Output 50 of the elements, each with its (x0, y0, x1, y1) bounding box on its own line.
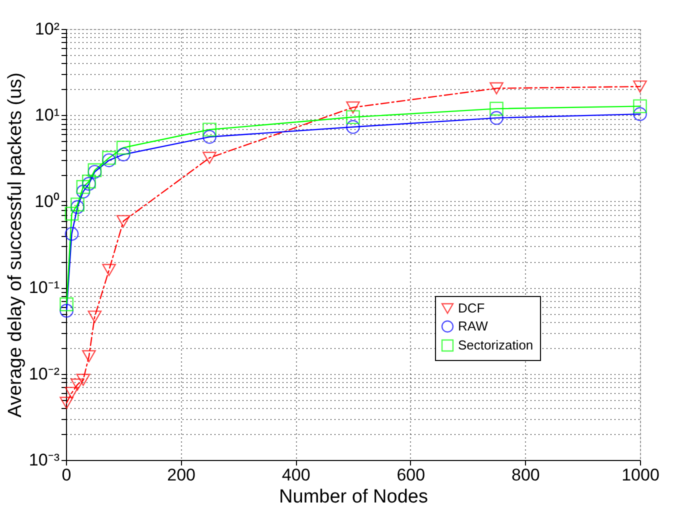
point (116, 140, 130, 155)
y-tick-label: 10¹ (34, 106, 60, 125)
y-axis-title: Average delay of successful packets (us) (4, 72, 26, 418)
point (76, 180, 90, 194)
point (82, 174, 96, 188)
point (82, 176, 96, 191)
point (633, 80, 647, 93)
point (202, 122, 216, 137)
point (116, 148, 130, 162)
point (490, 102, 504, 116)
point (102, 150, 116, 165)
legend-label: Sectorization (458, 338, 534, 352)
point (64, 226, 79, 241)
point (202, 130, 216, 144)
point (490, 111, 504, 125)
point (633, 107, 647, 122)
point (102, 264, 116, 276)
x-tick-label: 0 (62, 466, 72, 484)
legend-label: DCF (458, 300, 485, 316)
point (64, 206, 79, 221)
x-tick-label: 600 (396, 466, 426, 484)
y-tick-label: 10⁻² (28, 364, 60, 384)
point (346, 110, 360, 124)
point (82, 350, 96, 362)
point (60, 304, 74, 318)
point (346, 101, 360, 114)
x-tick-label: 800 (512, 466, 540, 484)
point (346, 120, 360, 134)
x-axis-title: Number of Nodes (279, 486, 428, 508)
point (70, 198, 84, 212)
point (64, 386, 79, 399)
point (633, 99, 647, 114)
point (102, 153, 116, 168)
x-tick-label: 400 (282, 466, 310, 484)
point (60, 396, 74, 409)
point (76, 374, 90, 386)
legend-label: RAW (458, 318, 489, 334)
y-tick-label: 10⁰ (34, 192, 60, 211)
point (202, 152, 216, 164)
x-tick-label: 1000 (622, 466, 660, 484)
point (76, 184, 90, 198)
x-tick-label: 200 (167, 466, 196, 484)
y-tick-label: 10⁻³ (28, 450, 60, 470)
y-tick-label: 10⁻¹ (28, 278, 60, 298)
point (60, 297, 74, 312)
point (88, 310, 102, 323)
point (70, 378, 84, 391)
y-tick-label: 10² (34, 20, 60, 38)
point (490, 82, 504, 94)
point (116, 215, 130, 228)
